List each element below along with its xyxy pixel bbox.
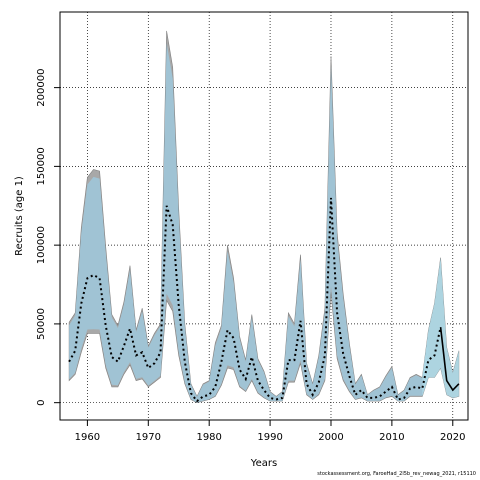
x-tick-label: 2000 — [318, 432, 343, 443]
y-axis: 0 50000 100000 150000 200000 — [36, 69, 60, 406]
median-recruitment-tail — [439, 327, 460, 392]
median-recruitment-line — [68, 197, 442, 403]
y-tick-label: 200000 — [36, 69, 47, 107]
credit-text: stockassessment.org, FaroeHad_2l5b_rev_n… — [317, 471, 476, 477]
confidence-band — [69, 43, 429, 403]
plot-frame — [59, 11, 469, 421]
y-tick-label: 150000 — [36, 147, 47, 185]
x-tick-label: 1970 — [136, 432, 161, 443]
x-tick-label: 2010 — [379, 432, 404, 443]
x-axis-title: Years — [250, 458, 277, 469]
x-tick-label: 2020 — [440, 432, 465, 443]
y-tick-label: 100000 — [36, 226, 47, 264]
x-tick-label: 1960 — [75, 432, 100, 443]
x-axis: 1960 1970 1980 1990 2000 2010 2020 — [75, 420, 466, 443]
y-tick-label: 0 — [36, 399, 47, 405]
x-tick-label: 1980 — [196, 432, 221, 443]
y-tick-label: 50000 — [36, 308, 47, 340]
x-tick-label: 1990 — [257, 432, 282, 443]
y-axis-title: Recruits (age 1) — [14, 176, 25, 256]
